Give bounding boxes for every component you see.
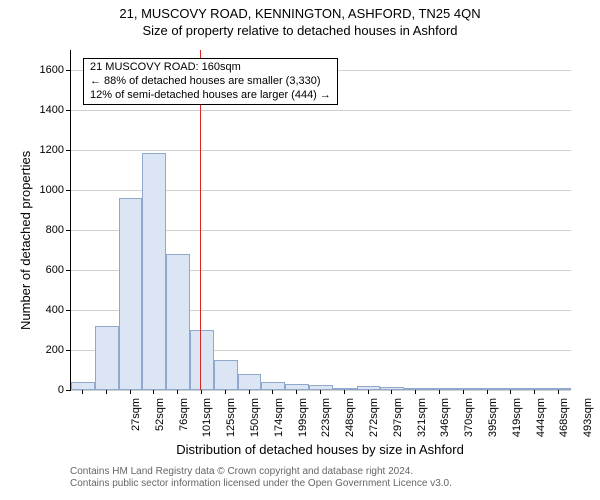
x-tick-mark <box>153 390 154 394</box>
x-tick-label: 174sqm <box>273 398 285 448</box>
page-title-address: 21, MUSCOVY ROAD, KENNINGTON, ASHFORD, T… <box>0 0 600 21</box>
histogram-bar <box>547 388 571 390</box>
x-tick-label: 468sqm <box>558 398 570 448</box>
y-tick-label: 800 <box>4 224 64 236</box>
x-tick-mark <box>487 390 488 394</box>
x-tick-mark <box>463 390 464 394</box>
x-tick-mark <box>344 390 345 394</box>
histogram-bar <box>142 153 166 390</box>
histogram-bar <box>190 330 214 390</box>
x-tick-label: 223sqm <box>320 398 332 448</box>
x-tick-label: 101sqm <box>201 398 213 448</box>
y-tick-label: 1200 <box>4 144 64 156</box>
histogram-bar <box>428 388 452 390</box>
x-tick-mark <box>415 390 416 394</box>
y-tick-mark <box>66 350 70 351</box>
chart-plot-area: 21 MUSCOVY ROAD: 160sqm ← 88% of detache… <box>70 50 571 391</box>
y-tick-label: 1600 <box>4 64 64 76</box>
annotation-box: 21 MUSCOVY ROAD: 160sqm ← 88% of detache… <box>83 58 338 105</box>
footer-attribution: Contains HM Land Registry data © Crown c… <box>70 466 452 490</box>
histogram-bar <box>71 382 95 390</box>
footer-line1: Contains HM Land Registry data © Crown c… <box>70 466 452 478</box>
histogram-bar <box>238 374 262 390</box>
y-tick-label: 200 <box>4 344 64 356</box>
x-tick-label: 199sqm <box>297 398 309 448</box>
x-tick-label: 125sqm <box>225 398 237 448</box>
histogram-bar <box>214 360 238 390</box>
annotation-line2: ← 88% of detached houses are smaller (3,… <box>90 75 331 89</box>
histogram-bar <box>261 382 285 390</box>
annotation-line3: 12% of semi-detached houses are larger (… <box>90 89 331 103</box>
x-tick-mark <box>249 390 250 394</box>
y-tick-label: 1000 <box>4 184 64 196</box>
x-tick-label: 395sqm <box>487 398 499 448</box>
y-tick-mark <box>66 150 70 151</box>
x-tick-mark <box>296 390 297 394</box>
histogram-bar <box>309 385 333 390</box>
y-tick-label: 600 <box>4 264 64 276</box>
x-tick-mark <box>225 390 226 394</box>
histogram-bar <box>166 254 190 390</box>
x-tick-mark <box>439 390 440 394</box>
y-tick-label: 1400 <box>4 104 64 116</box>
x-tick-label: 493sqm <box>582 398 594 448</box>
gridline <box>71 150 571 151</box>
x-tick-mark <box>272 390 273 394</box>
x-tick-label: 297sqm <box>392 398 404 448</box>
y-tick-label: 0 <box>4 384 64 396</box>
x-tick-mark <box>106 390 107 394</box>
x-tick-mark <box>391 390 392 394</box>
x-tick-mark <box>201 390 202 394</box>
x-tick-label: 419sqm <box>511 398 523 448</box>
x-tick-mark <box>510 390 511 394</box>
y-tick-mark <box>66 390 70 391</box>
histogram-bar <box>119 198 143 390</box>
x-tick-label: 346sqm <box>439 398 451 448</box>
annotation-line1: 21 MUSCOVY ROAD: 160sqm <box>90 61 331 75</box>
histogram-bar <box>333 388 357 390</box>
histogram-bar <box>95 326 119 390</box>
y-tick-mark <box>66 190 70 191</box>
gridline <box>71 110 571 111</box>
x-tick-mark <box>368 390 369 394</box>
y-tick-mark <box>66 110 70 111</box>
x-tick-mark <box>130 390 131 394</box>
y-tick-mark <box>66 310 70 311</box>
x-tick-label: 27sqm <box>130 398 142 448</box>
x-tick-label: 248sqm <box>344 398 356 448</box>
y-tick-mark <box>66 270 70 271</box>
y-tick-mark <box>66 230 70 231</box>
gridline <box>71 390 571 391</box>
x-tick-label: 150sqm <box>249 398 261 448</box>
x-tick-mark <box>177 390 178 394</box>
x-tick-label: 76sqm <box>178 398 190 448</box>
x-tick-mark <box>558 390 559 394</box>
x-tick-mark <box>534 390 535 394</box>
x-tick-label: 52sqm <box>154 398 166 448</box>
x-tick-label: 370sqm <box>463 398 475 448</box>
page-subtitle: Size of property relative to detached ho… <box>0 21 600 38</box>
x-tick-mark <box>82 390 83 394</box>
y-tick-label: 400 <box>4 304 64 316</box>
y-tick-mark <box>66 70 70 71</box>
footer-line2: Contains public sector information licen… <box>70 478 452 490</box>
x-tick-mark <box>320 390 321 394</box>
x-tick-label: 321sqm <box>416 398 428 448</box>
histogram-bar <box>452 388 476 390</box>
x-tick-label: 272sqm <box>368 398 380 448</box>
x-tick-label: 444sqm <box>535 398 547 448</box>
